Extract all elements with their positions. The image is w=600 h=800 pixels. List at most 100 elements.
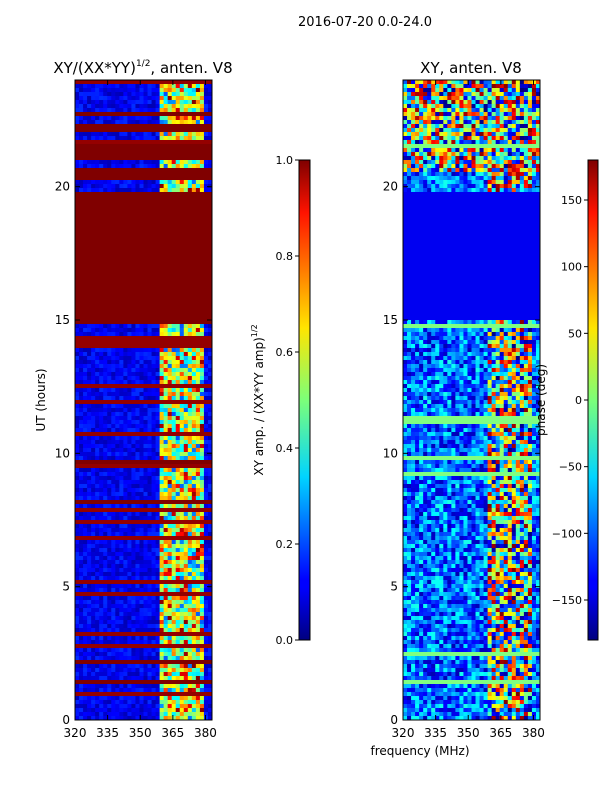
heatmap-cell: [95, 572, 100, 577]
heatmap-cell: [103, 588, 108, 593]
heatmap-cell: [143, 188, 149, 193]
heatmap-cell: [171, 708, 177, 713]
heatmap-cell: [431, 368, 436, 373]
heatmap-cell: [451, 180, 456, 185]
heatmap-cell: [79, 504, 84, 509]
heatmap-cell: [463, 392, 468, 397]
heatmap-cell: [179, 552, 185, 557]
heatmap-cell: [515, 88, 521, 93]
heatmap-cell: [115, 440, 120, 445]
heatmap-cell: [111, 676, 116, 681]
heatmap-cell: [95, 132, 100, 137]
heatmap-cell: [155, 712, 161, 717]
heatmap-cell: [79, 668, 84, 673]
heatmap-cell: [207, 100, 213, 105]
heatmap-cell: [91, 404, 96, 409]
heatmap-cell: [507, 164, 513, 169]
heatmap-cell: [115, 524, 120, 529]
heatmap-cell: [495, 344, 501, 349]
heatmap-cell: [155, 116, 161, 121]
heatmap-cell: [487, 172, 493, 177]
heatmap-cell: [527, 352, 533, 357]
heatmap-cell: [83, 512, 88, 517]
heatmap-cell: [167, 416, 173, 421]
heatmap-cell: [531, 96, 537, 101]
heatmap-cell: [135, 424, 140, 429]
heatmap-cell: [187, 696, 193, 701]
heatmap-cell: [75, 564, 80, 569]
heatmap-cell: [535, 332, 541, 337]
heatmap-cell: [115, 688, 120, 693]
heatmap-cell: [499, 124, 505, 129]
heatmap-cell: [91, 96, 96, 101]
heatmap-cell: [131, 608, 136, 613]
heatmap-cell: [403, 164, 408, 169]
heatmap-cell: [103, 484, 108, 489]
heatmap-cell: [479, 384, 485, 389]
heatmap-cell: [83, 444, 88, 449]
heatmap-cell: [119, 84, 124, 89]
heatmap-cell: [147, 436, 153, 441]
heatmap-cell: [475, 148, 481, 153]
heatmap-cell: [191, 348, 197, 353]
heatmap-cell: [143, 396, 149, 401]
heatmap-cell: [503, 104, 509, 109]
heatmap-cell: [167, 696, 173, 701]
heatmap-cell: [119, 96, 124, 101]
heatmap-cell: [199, 704, 205, 709]
heatmap-cell: [159, 352, 165, 357]
heatmap-cell: [419, 108, 424, 113]
heatmap-cell: [139, 700, 144, 705]
heatmap-cell: [187, 700, 193, 705]
heatmap-cell: [199, 664, 205, 669]
heatmap-cell: [195, 696, 201, 701]
heatmap-cell: [99, 524, 104, 529]
heatmap-cell: [83, 700, 88, 705]
heatmap-cell: [207, 160, 213, 165]
heatmap-cell: [139, 560, 144, 565]
heatmap-cell: [503, 340, 509, 345]
heatmap-cell: [535, 100, 541, 105]
heatmap-cell: [123, 504, 128, 509]
heatmap-cell: [503, 96, 509, 101]
heatmap-cell: [147, 572, 153, 577]
heatmap-cell: [207, 332, 213, 337]
heatmap-cell: [511, 120, 517, 125]
heatmap-cell: [427, 140, 432, 145]
heatmap-cell: [83, 584, 88, 589]
heatmap-cell: [163, 684, 169, 689]
heatmap-cell: [183, 540, 189, 545]
heatmap-cell: [91, 544, 96, 549]
heatmap-cell: [447, 336, 452, 341]
heatmap-cell: [463, 104, 468, 109]
heatmap-cell: [91, 516, 96, 521]
heatmap-cell: [163, 476, 169, 481]
heatmap-cell: [79, 452, 84, 457]
heatmap-cell: [95, 648, 100, 653]
heatmap-cell: [435, 380, 440, 385]
heatmap-cell: [423, 88, 428, 93]
heatmap-cell: [135, 324, 140, 329]
heatmap-cell: [479, 392, 485, 397]
heatmap-cell: [187, 448, 193, 453]
heatmap-cell: [203, 576, 209, 581]
heatmap-cell: [103, 596, 108, 601]
heatmap-cell: [495, 388, 501, 393]
heatmap-cell: [115, 684, 120, 689]
heatmap-cell: [127, 428, 132, 433]
heatmap-cell: [107, 668, 112, 673]
heatmap-cell: [87, 392, 92, 397]
heatmap-cell: [175, 408, 181, 413]
heatmap-cell: [191, 620, 197, 625]
heatmap-cell: [151, 604, 157, 609]
heatmap-cell: [75, 396, 80, 401]
heatmap-cell: [455, 332, 460, 337]
heatmap-cell: [167, 404, 173, 409]
heatmap-cell: [463, 168, 468, 173]
heatmap-cell: [159, 552, 165, 557]
heatmap-cell: [111, 516, 116, 521]
heatmap-cell: [195, 132, 201, 137]
heatmap-cell: [511, 156, 517, 161]
heatmap-cell: [103, 180, 108, 185]
heatmap-cell: [167, 600, 173, 605]
